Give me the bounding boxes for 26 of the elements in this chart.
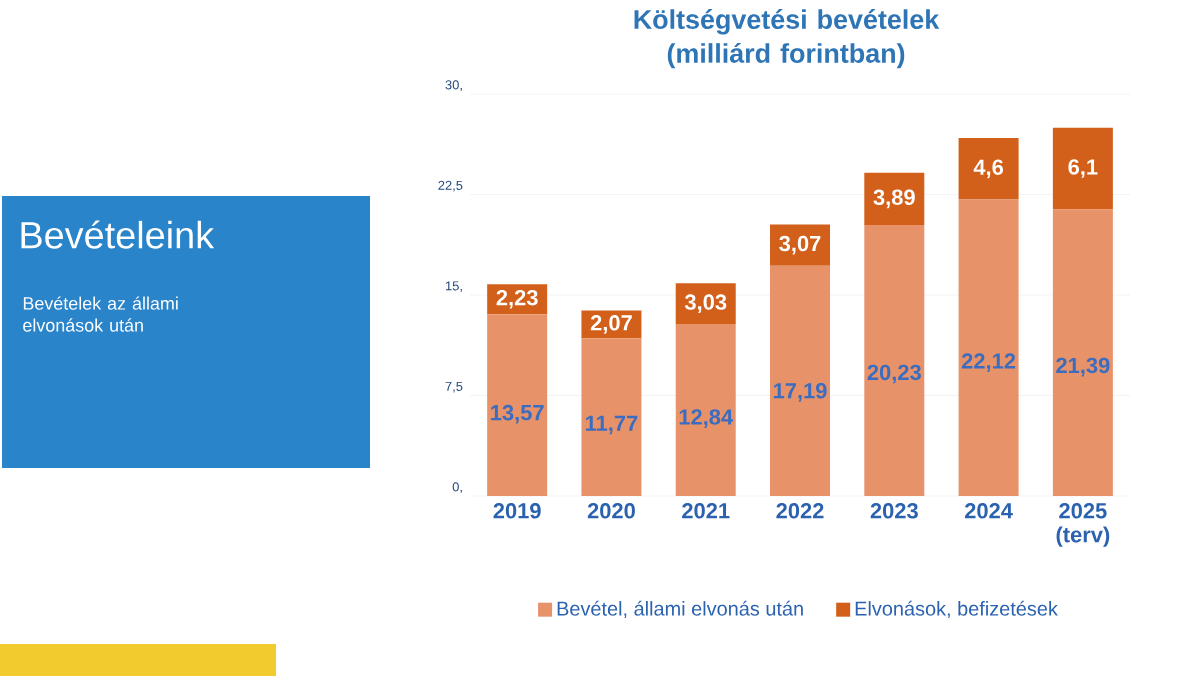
x-tick-label: 2019 (493, 503, 541, 519)
x-tick-label: 2021 (682, 503, 730, 519)
data-label: 3,03 (684, 294, 727, 313)
data-label: 13,57 (491, 404, 544, 424)
data-label: 2,23 (496, 289, 538, 309)
x-tick-label: 2020 (587, 503, 635, 519)
x-tick-label: 2022 (776, 503, 824, 519)
data-label: 11,77 (586, 415, 638, 435)
data-label: 22,12 (961, 353, 1016, 372)
text: Bevételek az állami elvonások után (23, 296, 178, 332)
text: Bevételeink (21, 220, 215, 249)
data-label: 3,07 (779, 235, 821, 255)
data-label: 17,19 (773, 383, 827, 402)
data-label: 20,23 (867, 364, 921, 384)
data-label: 6,1 (1068, 159, 1098, 178)
chart-title: Költségvetési bevételek (milliárd forintban) (634, 9, 940, 69)
data-label: 2,07 (590, 315, 632, 334)
x-tick-label: 2025 (terv) (1056, 503, 1110, 547)
data-label: 4,6 (973, 159, 1004, 179)
legend-label: Bevétel, állami elvonás után (557, 600, 803, 619)
data-label: 21,39 (1056, 357, 1110, 377)
x-tick-label: 2023 (870, 503, 918, 519)
data-label: 12,84 (679, 409, 734, 428)
x-tick-label: 2024 (964, 503, 1013, 519)
data-label: 3,89 (873, 189, 915, 209)
legend-label: Elvonások, befizetések (855, 600, 1058, 619)
